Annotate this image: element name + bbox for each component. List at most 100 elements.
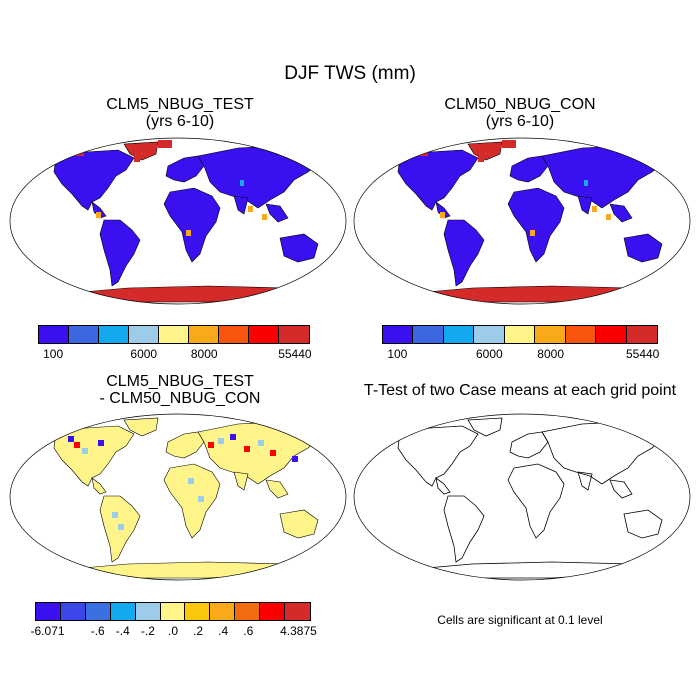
- colorbar-label: -.2: [140, 624, 155, 638]
- colorbar-swatch: [626, 326, 657, 343]
- landmass-antarctica: [58, 285, 306, 303]
- landmass-europe: [509, 431, 549, 459]
- colorbar-swatch: [135, 603, 161, 620]
- landmass-australia: [279, 233, 319, 263]
- landmass-northAmerica: [397, 425, 479, 487]
- colorbar-label: .6: [243, 624, 254, 638]
- map-ttest: [353, 413, 691, 581]
- landmass-asia: [197, 145, 321, 209]
- difference-cell: [270, 450, 276, 456]
- landmass-seAsia: [609, 203, 633, 223]
- landmass-europe: [165, 155, 205, 183]
- difference-cell: [68, 436, 74, 442]
- landmass-antarctica: [402, 561, 650, 579]
- figure-title: DJF TWS (mm): [284, 63, 416, 84]
- panel-2-title-line2: (yrs 6-10): [485, 113, 555, 130]
- difference-cell: [244, 446, 250, 452]
- map-clm5-test: [9, 137, 347, 305]
- colorbar-swatch: [219, 326, 249, 343]
- landmass-seAsia: [265, 479, 289, 499]
- colorbar-swatch: [565, 326, 597, 343]
- low-tws-cell: [584, 180, 588, 186]
- landmass-greenland: [123, 141, 159, 161]
- colorbar-boxes: [382, 325, 658, 344]
- colorbar-swatch: [535, 326, 566, 343]
- colorbar-swatch: [85, 603, 111, 620]
- colorbar-swatch: [36, 603, 61, 620]
- colorbar-swatch: [285, 603, 310, 620]
- colorbar-swatch: [99, 326, 129, 343]
- colorbar-swatch: [235, 603, 261, 620]
- map-clm50-con: [353, 137, 691, 305]
- colorbar-label: 100: [387, 347, 408, 361]
- colorbar-label: -.4: [115, 624, 130, 638]
- panel-1-title-line1: CLM5_NBUG_TEST: [106, 96, 254, 113]
- colorbar-swatch: [160, 603, 186, 620]
- colorbar-label: .4: [218, 624, 229, 638]
- mid-tws-cell: [248, 206, 253, 212]
- map-border: [9, 413, 347, 581]
- panel-4-title: T-Test of two Case means at each grid po…: [363, 382, 677, 399]
- high-tws-cell: [158, 140, 172, 148]
- landmass-africa: [163, 187, 221, 263]
- landmass-northAmerica: [397, 149, 479, 211]
- landmass-india: [577, 471, 593, 491]
- colorbar-label: 6000: [475, 347, 503, 361]
- landmass-india: [577, 195, 593, 215]
- colorbar-swatch: [189, 326, 219, 343]
- landmass-africa: [163, 463, 221, 539]
- landmass-antarctica: [58, 561, 306, 579]
- map-border: [353, 137, 691, 305]
- panel-3-title: CLM5_NBUG_TEST - CLM50_NBUG_CON: [20, 373, 340, 407]
- landmass-centralAmerica: [435, 477, 451, 495]
- mid-tws-cell: [592, 206, 597, 212]
- difference-cell: [74, 442, 80, 448]
- colorbar-label: 4.3875: [280, 624, 317, 638]
- colorbar-swatch: [69, 326, 99, 343]
- landmass-africa: [507, 187, 565, 263]
- panel-2-title: CLM50_NBUG_CON (yrs 6-10): [350, 96, 690, 130]
- panel-3-title-line1: CLM5_NBUG_TEST: [106, 373, 254, 390]
- difference-cell: [258, 440, 264, 446]
- colorbar-label: .0: [167, 624, 179, 638]
- colorbar-swatch: [185, 603, 211, 620]
- landmass-india: [233, 195, 249, 215]
- difference-cell: [292, 456, 298, 462]
- landmass-southAmerica: [99, 219, 141, 287]
- landmass-asia: [541, 421, 665, 485]
- panel-1-title: CLM5_NBUG_TEST (yrs 6-10): [20, 96, 340, 130]
- difference-cell: [218, 438, 224, 444]
- landmass-southAmerica: [443, 495, 485, 563]
- landmass-antarctica: [402, 285, 650, 303]
- mid-tws-cell: [96, 212, 101, 218]
- colorbar-panel-3: -6.071 -.6 -.4 -.2 .0 .2 .4 .6 4.3875: [31, 602, 317, 642]
- landmass-europe: [165, 431, 205, 459]
- colorbar-swatch: [60, 603, 86, 620]
- colorbar-swatch: [383, 326, 414, 343]
- difference-cell: [198, 496, 204, 502]
- significance-note: Cells are significant at 0.1 level: [437, 613, 603, 627]
- landmass-asia: [197, 421, 321, 485]
- landmass-greenland: [467, 141, 503, 161]
- colorbar-label: 55440: [278, 347, 312, 361]
- colorbar-label: 100: [43, 347, 64, 361]
- high-tws-cell: [134, 156, 140, 162]
- landmass-centralAmerica: [91, 477, 107, 495]
- map-border: [9, 137, 347, 305]
- colorbar-label: .2: [193, 624, 204, 638]
- colorbar-swatch: [279, 326, 309, 343]
- landmass-southAmerica: [443, 219, 485, 287]
- difference-cell: [230, 434, 236, 440]
- colorbar-label: 8000: [190, 347, 218, 361]
- landmass-centralAmerica: [91, 201, 107, 219]
- landmass-asia: [541, 145, 665, 209]
- high-tws-cell: [502, 140, 516, 148]
- mid-tws-cell: [262, 214, 267, 220]
- colorbar-swatch: [129, 326, 159, 343]
- colorbar-panel-1: 100 6000 8000 55440: [38, 325, 312, 365]
- landmass-seAsia: [609, 479, 633, 499]
- map-difference: [9, 413, 347, 581]
- colorbar-label: -6.071: [30, 624, 65, 638]
- colorbar-swatch: [39, 326, 69, 343]
- colorbar-label: 6000: [130, 347, 158, 361]
